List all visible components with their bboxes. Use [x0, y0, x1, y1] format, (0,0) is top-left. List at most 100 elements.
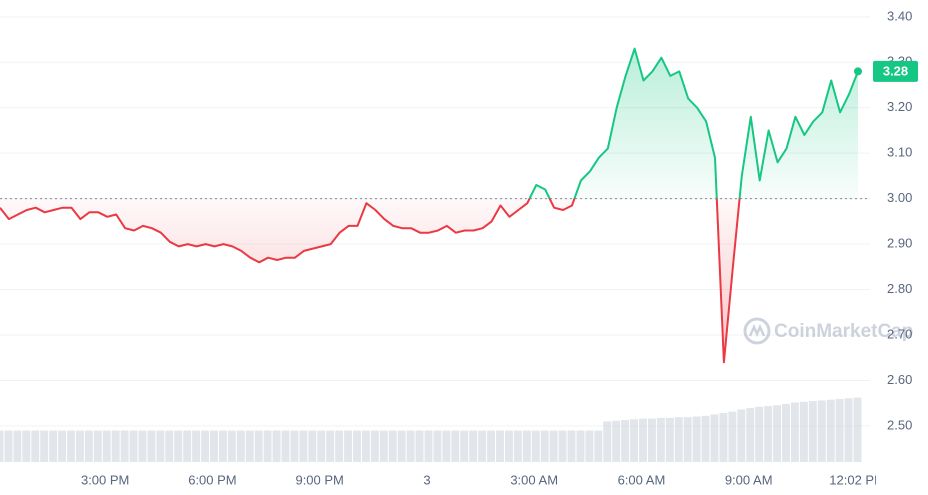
- volume-bar: [165, 430, 174, 462]
- volume-bar: [370, 430, 379, 462]
- volume-bar: [0, 430, 4, 462]
- volume-bar: [344, 430, 353, 462]
- volume-bar: [567, 430, 576, 462]
- x-tick-label: 6:00 AM: [618, 472, 666, 487]
- volume-bar: [451, 430, 460, 462]
- volume-bar: [290, 430, 299, 462]
- volume-bar: [218, 430, 227, 462]
- volume-bar: [487, 430, 496, 462]
- volume-bar: [335, 430, 344, 462]
- volume-bar: [585, 430, 594, 462]
- x-axis-labels: 3:00 PM 6:00 PM 9:00 PM 3 3:00 AM 6:00 AM 9:00…: [81, 472, 876, 487]
- volume-bar: [308, 430, 317, 462]
- volume-bar: [281, 430, 290, 462]
- watermark-logo-mark: [748, 323, 766, 338]
- y-tick-label: 2.90: [887, 236, 912, 251]
- volume-bar: [406, 430, 415, 462]
- volume-bar: [102, 430, 111, 462]
- y-tick-label: 3.00: [887, 190, 912, 205]
- volume-bar: [227, 430, 236, 462]
- last-price-dot: [854, 67, 862, 76]
- volume-bar: [710, 414, 719, 462]
- volume-bar: [442, 430, 451, 462]
- volume-bar: [692, 416, 701, 462]
- x-tick-label: 3: [423, 472, 430, 487]
- volume-bar: [254, 430, 263, 462]
- x-tick-label: 3:00 AM: [510, 472, 558, 487]
- volume-bar: [683, 417, 692, 462]
- volume-bar: [540, 430, 549, 462]
- volume-bar: [701, 415, 710, 462]
- last-price-badge: [873, 60, 918, 82]
- volume-bar: [469, 430, 478, 462]
- volume-bar: [156, 430, 165, 462]
- watermark-logo: [743, 317, 771, 345]
- y-tick-label: 2.60: [887, 372, 912, 387]
- volume-bar: [183, 430, 192, 462]
- volume-bar: [737, 409, 746, 462]
- volume-bars: [0, 397, 862, 462]
- volume-bar: [201, 430, 210, 462]
- volume-bar: [31, 430, 40, 462]
- volume-bar: [272, 430, 281, 462]
- volume-bar: [67, 430, 75, 462]
- volume-bar: [576, 430, 585, 462]
- volume-bar: [612, 420, 621, 462]
- x-tick-label: 9:00 PM: [295, 472, 343, 487]
- volume-bar: [192, 430, 201, 462]
- axes: 2.502.602.702.802.903.003.103.203.303.40…: [873, 8, 918, 432]
- volume-bar: [433, 430, 442, 462]
- volume-bar: [496, 430, 504, 462]
- volume-bar: [853, 397, 862, 462]
- watermark: CoinMarketCap: [743, 317, 913, 345]
- volume-bar: [397, 430, 406, 462]
- last-price-label: 3.28: [883, 63, 908, 78]
- volume-bar: [665, 417, 674, 462]
- volume-bar: [111, 430, 120, 462]
- y-tick-label: 3.10: [887, 145, 912, 160]
- volume-bar: [656, 417, 665, 462]
- volume-bar: [40, 430, 49, 462]
- volume-bar: [621, 420, 630, 462]
- volume-bar: [120, 430, 129, 462]
- volume-bar: [549, 430, 558, 462]
- volume-bar: [326, 430, 335, 462]
- volume-bar: [49, 430, 58, 462]
- volume-bar: [522, 430, 531, 462]
- volume-bar: [478, 430, 487, 462]
- volume-bar: [558, 430, 567, 462]
- volume-bar: [13, 430, 22, 462]
- volume-bar: [808, 401, 817, 462]
- volume-bar: [728, 411, 737, 462]
- volume-bar: [674, 417, 683, 462]
- volume-bar: [147, 430, 156, 462]
- volume-bar: [513, 430, 522, 462]
- volume-bar: [93, 430, 102, 462]
- y-tick-label: 3.40: [887, 8, 912, 23]
- volume-bar: [594, 430, 603, 462]
- volume-bar: [817, 400, 826, 462]
- price-line-path: [0, 47, 859, 364]
- y-tick-label: 2.50: [887, 417, 912, 432]
- volume-bar: [755, 406, 764, 462]
- volume-bar: [4, 430, 13, 462]
- volume-bar: [75, 430, 84, 462]
- volume-bar: [58, 430, 67, 462]
- volume-bar: [603, 421, 612, 462]
- volume-bar: [639, 418, 647, 462]
- volume-bar: [245, 430, 254, 462]
- volume-bar: [84, 430, 93, 462]
- volume-bar: [782, 403, 790, 462]
- volume-bar: [379, 430, 388, 462]
- volume-bar: [174, 430, 183, 462]
- price-area-fill: [0, 48, 858, 363]
- volume-bar: [746, 408, 755, 462]
- volume-bar: [361, 430, 370, 462]
- volume-bar: [236, 430, 245, 462]
- volume-bar: [844, 398, 853, 462]
- volume-bar: [799, 401, 808, 462]
- x-tick-label: 9:00 AM: [725, 472, 773, 487]
- x-tick-label: 3:00 PM: [81, 472, 129, 487]
